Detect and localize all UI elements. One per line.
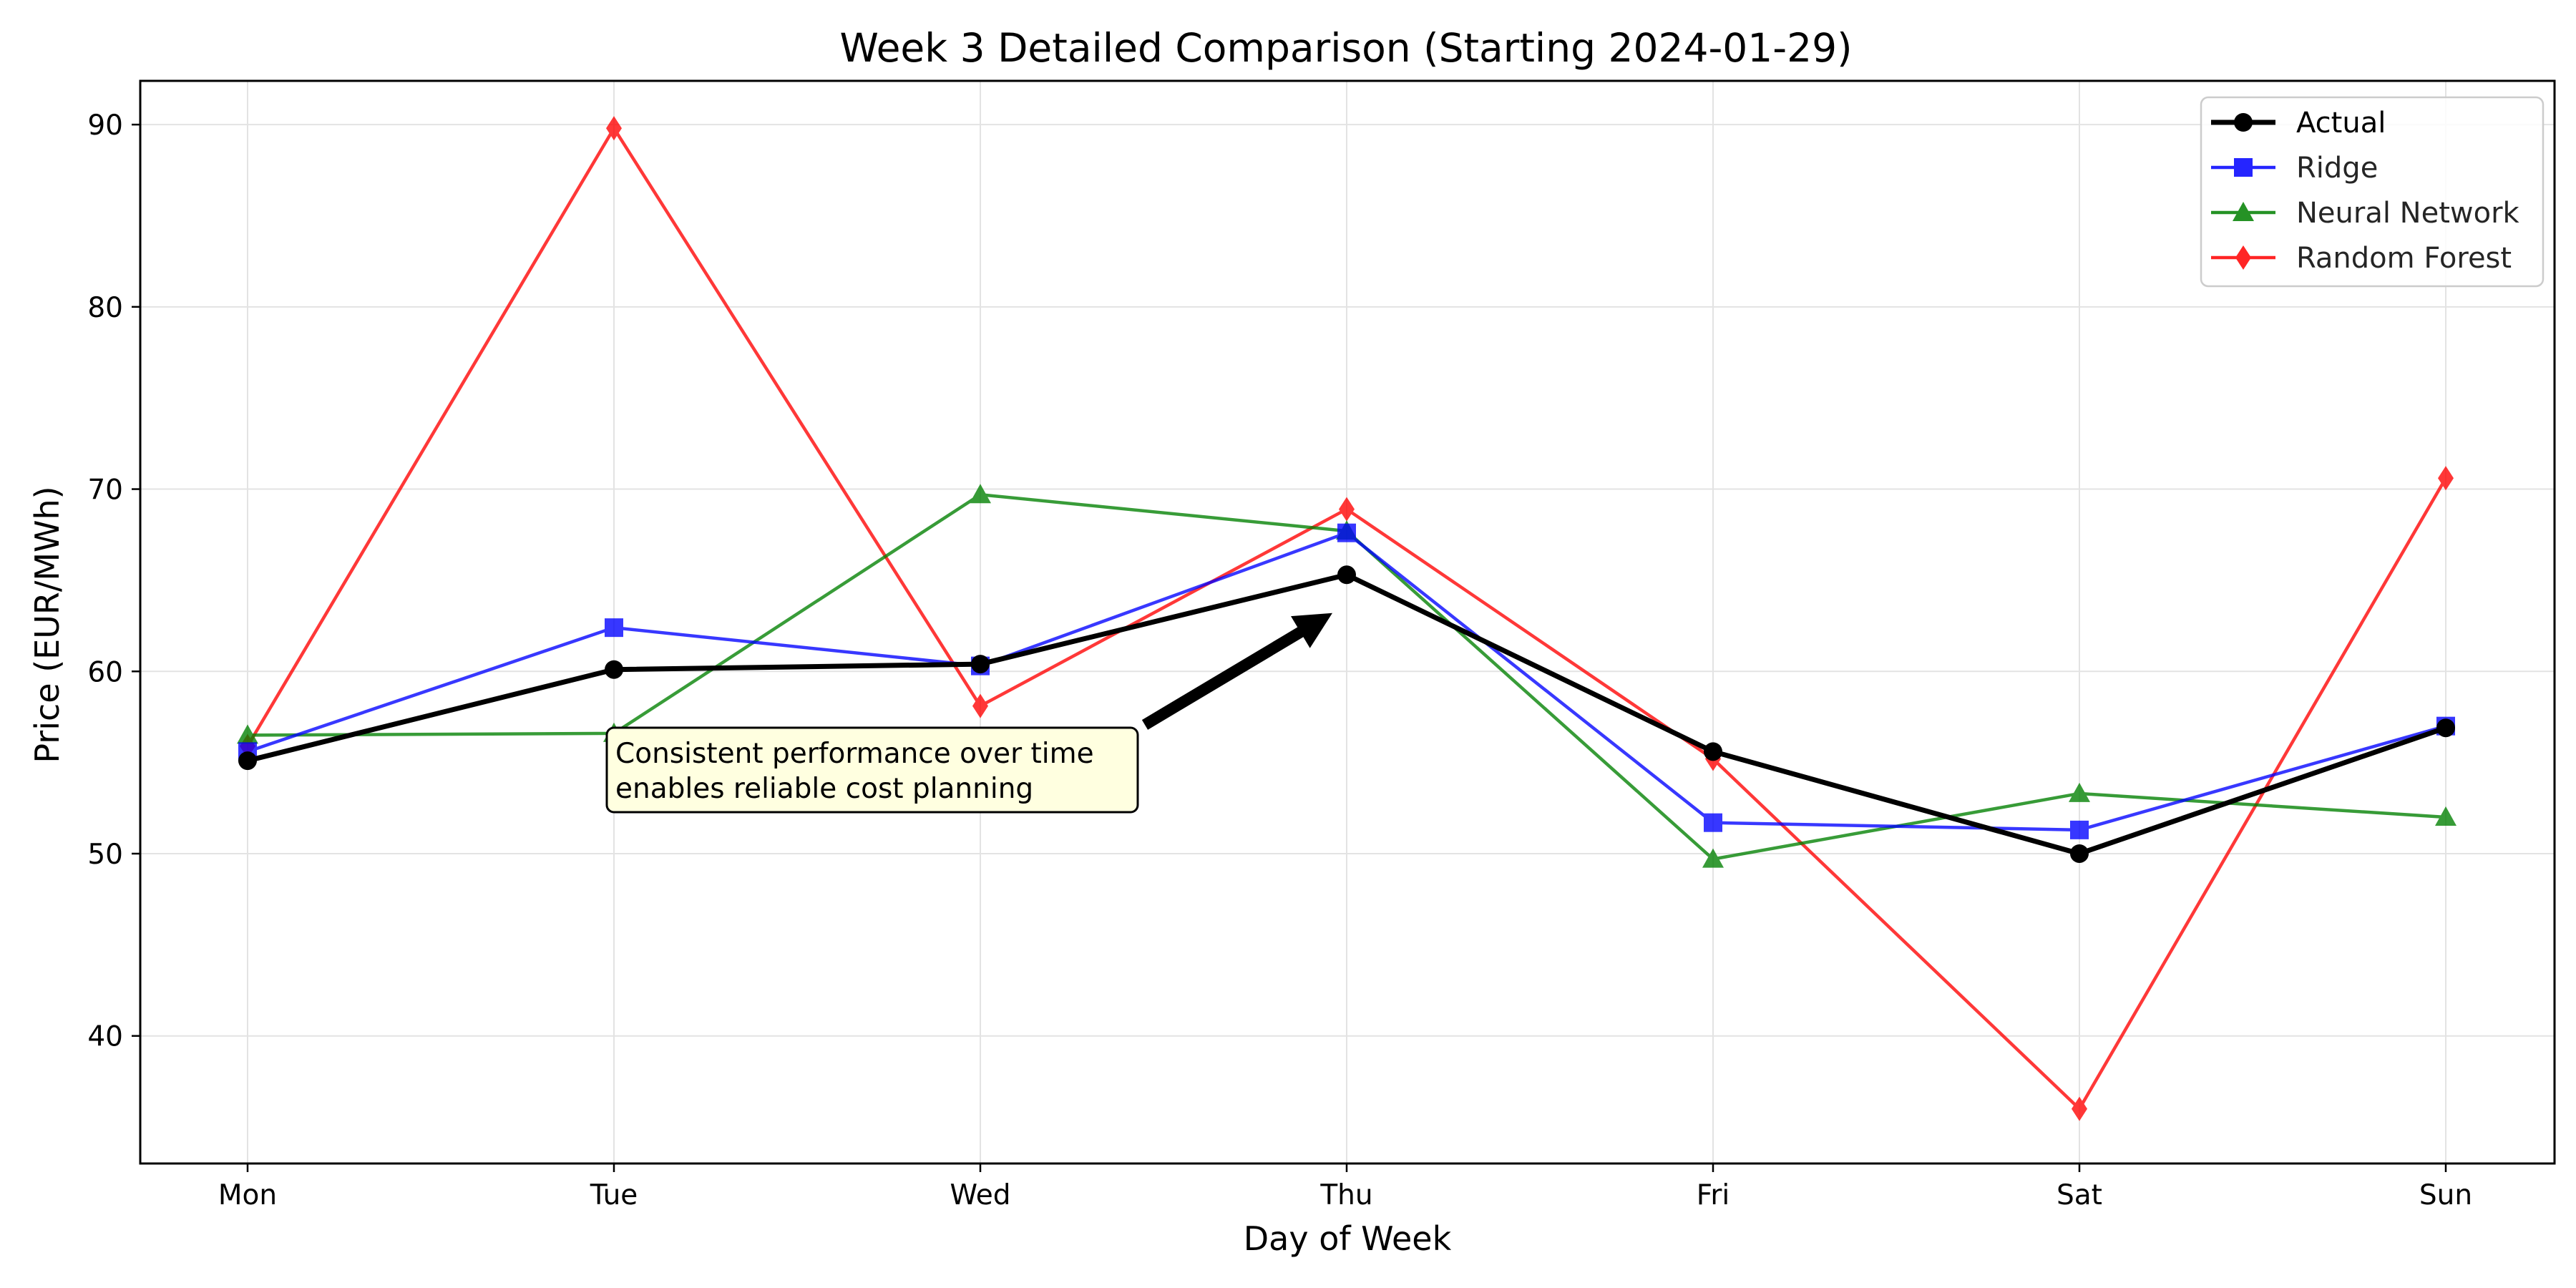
neural-network-marker: [1702, 848, 1724, 868]
annotation-box: [605, 726, 1139, 814]
axis-ticks: Mon Tue Wed Thu Fri Sat Sun 40 50 60 70 80 90: [87, 109, 2472, 1211]
series-actual: [238, 565, 2455, 863]
neural-network-marker: [2069, 782, 2090, 802]
neural-network-marker: [970, 484, 991, 504]
chart-title: Week 3 Detailed Comparison (Starting 202…: [839, 25, 1852, 71]
legend-entry-neural-network: Neural Network: [2211, 197, 2520, 230]
neural-network-marker: [2435, 806, 2457, 826]
actual-marker: [2070, 844, 2089, 863]
random-forest-marker: [2438, 466, 2454, 491]
legend-neural-network-marker: [2233, 202, 2254, 221]
legend-label: Actual: [2296, 107, 2386, 140]
x-tick-label: Sun: [2419, 1179, 2472, 1211]
annotation-text-line: Consistent performance over time: [615, 738, 1094, 770]
y-axis-label: Price (EUR/MWh): [28, 486, 67, 763]
actual-marker: [1337, 565, 1356, 585]
ridge-marker: [1337, 523, 1356, 542]
y-tick-label: 50: [87, 839, 123, 871]
legend-label: Ridge: [2296, 152, 2378, 185]
legend-label: Random Forest: [2296, 242, 2512, 275]
annotation: Consistent performance over timeenables …: [605, 613, 1332, 814]
actual-marker: [1704, 742, 1722, 761]
x-tick-label: Mon: [218, 1179, 277, 1211]
y-tick-label: 90: [87, 109, 123, 142]
legend-actual-marker: [2234, 113, 2253, 132]
actual-marker: [2436, 718, 2455, 738]
legend-random-forest-marker: [2235, 245, 2251, 270]
x-axis-label: Day of Week: [1244, 1219, 1452, 1258]
y-tick-label: 40: [87, 1021, 123, 1053]
legend: Actual Ridge Neural Network Random Forest: [2200, 96, 2545, 288]
legend-ridge-marker: [2234, 158, 2253, 177]
legend-label: Neural Network: [2296, 197, 2520, 230]
y-tick-label: 60: [87, 656, 123, 688]
ridge-marker: [2070, 820, 2089, 839]
x-tick-label: Wed: [950, 1179, 1010, 1211]
legend-frame: [2200, 96, 2545, 288]
ridge-marker: [1704, 813, 1722, 832]
random-forest-marker: [606, 116, 622, 141]
x-tick-label: Thu: [1319, 1179, 1372, 1211]
ridge-marker: [605, 618, 623, 638]
x-tick-label: Sat: [2057, 1179, 2102, 1211]
legend-entry-actual: Actual: [2211, 107, 2386, 140]
actual-marker: [971, 655, 990, 674]
random-forest-marker: [2072, 1096, 2087, 1121]
neural-network-marker: [237, 724, 258, 744]
grid: [140, 81, 2555, 1163]
random-forest-marker: [1339, 497, 1355, 522]
legend-entry-random-forest: Random Forest: [2211, 242, 2512, 275]
random-forest-marker: [972, 693, 988, 718]
annotation-text-line: enables reliable cost planning: [615, 773, 1033, 805]
annotation-arrow: [1141, 613, 1332, 730]
y-tick-label: 70: [87, 474, 123, 507]
legend-entry-ridge: Ridge: [2211, 152, 2378, 185]
x-tick-label: Tue: [590, 1179, 638, 1211]
y-tick-label: 80: [87, 292, 123, 324]
x-tick-label: Fri: [1697, 1179, 1729, 1211]
actual-marker: [238, 751, 257, 771]
actual-marker: [605, 660, 623, 679]
